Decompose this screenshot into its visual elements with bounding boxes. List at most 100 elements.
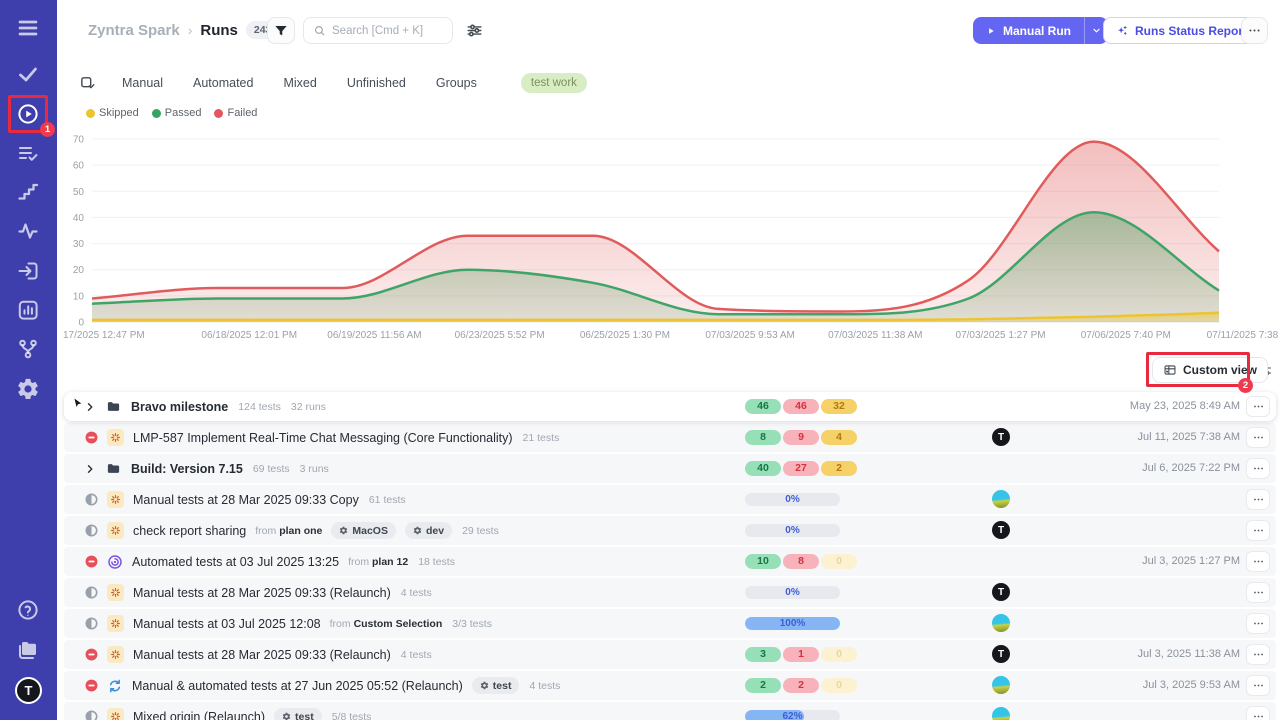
row-more-button[interactable] — [1246, 582, 1270, 603]
skipped-count-badge: 32 — [821, 399, 857, 414]
breadcrumb-project[interactable]: Zyntra Spark — [88, 21, 180, 39]
row-more-button[interactable] — [1246, 644, 1270, 665]
runs-status-report-button[interactable]: Runs Status Report — [1103, 17, 1260, 44]
sidebar-item-activity[interactable] — [16, 219, 40, 243]
run-source: from Custom Selection — [329, 617, 443, 630]
tab-unfinished[interactable]: Unfinished — [346, 76, 406, 90]
legend-item-skipped[interactable]: Skipped — [86, 107, 139, 119]
header-more-button[interactable] — [1241, 17, 1268, 44]
sidebar-item-imports[interactable] — [16, 259, 40, 283]
manual-run-icon — [107, 491, 124, 508]
row-more-button[interactable] — [1246, 520, 1270, 541]
run-name: LMP-587 Implement Real-Time Chat Messagi… — [133, 430, 513, 445]
x-axis-label: 07/03/2025 11:38 AM — [828, 330, 923, 341]
run-row[interactable]: Automated tests at 03 Jul 2025 13:25 from… — [64, 547, 1276, 576]
assignee-avatar[interactable]: T — [992, 645, 1010, 663]
row-more-button[interactable] — [1246, 427, 1270, 448]
gear-icon — [282, 712, 291, 720]
run-row[interactable]: check report sharing from plan one MacOS de… — [64, 516, 1276, 545]
run-meta: 21 tests — [522, 431, 560, 444]
sidebar-item-help[interactable] — [16, 598, 40, 622]
row-more-button[interactable] — [1246, 458, 1270, 479]
stopped-status-icon — [84, 554, 99, 569]
config-tag: dev — [404, 522, 453, 539]
row-more-button[interactable] — [1246, 396, 1270, 417]
legend-item-failed[interactable]: Failed — [214, 107, 257, 119]
assignee-avatar[interactable] — [992, 614, 1010, 632]
legend-item-passed[interactable]: Passed — [151, 107, 201, 119]
manual-run-dropdown[interactable] — [1084, 17, 1108, 44]
run-meta: 29 tests — [462, 524, 499, 537]
sidebar-item-plans[interactable] — [16, 141, 40, 165]
run-row[interactable]: Manual tests at 28 Mar 2025 09:33 (Relau… — [64, 578, 1276, 607]
tab-mixed[interactable]: Mixed — [283, 76, 317, 90]
progress-bar: 100% — [745, 617, 840, 630]
sidebar-item-reports[interactable] — [16, 298, 40, 322]
group-name: Bravo milestone — [131, 399, 229, 414]
progress-bar: 0% — [745, 524, 840, 537]
run-meta: 4 tests — [400, 586, 432, 599]
x-axis-label: 07/06/2025 7:40 PM — [1080, 330, 1171, 341]
run-row[interactable]: Manual tests at 28 Mar 2025 09:33 (Relau… — [64, 640, 1276, 669]
select-runs-icon[interactable] — [79, 75, 96, 92]
group-row[interactable]: Build: Version 7.15 69 tests 3 runs 40 27 2 Ju… — [64, 454, 1276, 483]
sidebar-item-runs[interactable] — [16, 102, 40, 126]
result-badges: 46 46 32 — [745, 399, 857, 414]
row-more-button[interactable] — [1246, 675, 1270, 696]
search-box[interactable] — [303, 17, 453, 44]
run-row[interactable]: Manual & automated tests at 27 Jun 2025 … — [64, 671, 1276, 700]
row-more-button[interactable] — [1246, 489, 1270, 510]
legend-dot — [214, 108, 224, 118]
assignee-avatar[interactable] — [992, 707, 1010, 720]
run-name: check report sharing — [133, 523, 247, 538]
run-row[interactable]: Mixed origin (Relaunch) test 5/8 tests 62% — [64, 702, 1276, 720]
in-progress-status-icon — [84, 616, 99, 631]
assignee-avatar[interactable]: T — [992, 521, 1010, 539]
run-meta: 18 tests — [418, 555, 455, 568]
row-more-button[interactable] — [1246, 706, 1270, 720]
annotation-badge-1: 1 — [40, 122, 55, 137]
sidebar-item-milestones[interactable] — [16, 180, 40, 204]
assignee-avatar[interactable]: T — [992, 428, 1010, 446]
run-meta: 4 tests — [529, 679, 561, 692]
custom-view-button[interactable]: Custom view — [1152, 357, 1269, 383]
run-row[interactable]: Manual tests at 28 Mar 2025 09:33 Copy 61… — [64, 485, 1276, 514]
environment-badge[interactable]: test work — [520, 73, 587, 93]
expand-chevron-icon[interactable] — [84, 401, 96, 413]
manual-run-button[interactable]: Manual Run — [973, 17, 1108, 44]
tab-automated[interactable]: Automated — [193, 76, 254, 90]
assignee-avatar[interactable]: T — [992, 583, 1010, 601]
menu-icon — [16, 16, 40, 40]
workspace-avatar[interactable]: T — [15, 677, 42, 704]
group-row[interactable]: Bravo milestone 124 tests 32 runs 46 46 32 May… — [64, 392, 1276, 421]
failed-count-badge: 2 — [783, 678, 819, 693]
sidebar-item-settings[interactable] — [16, 377, 40, 401]
row-more-button[interactable] — [1246, 551, 1270, 572]
sidebar-item-tests[interactable] — [16, 62, 40, 86]
svg-text:60: 60 — [73, 161, 85, 172]
passed-count-badge: 3 — [745, 647, 781, 662]
ellipsis-icon — [1247, 23, 1262, 38]
sidebar-item-projects[interactable] — [16, 638, 40, 662]
failed-count-badge: 27 — [783, 461, 819, 476]
expand-chevron-icon[interactable] — [84, 463, 96, 475]
filter-button[interactable] — [267, 17, 295, 44]
tab-manual[interactable]: Manual — [122, 76, 163, 90]
search-input[interactable] — [332, 24, 443, 37]
tab-groups[interactable]: Groups — [435, 76, 477, 90]
sidebar-item-menu[interactable] — [16, 16, 40, 40]
assignee-avatar[interactable] — [992, 490, 1010, 508]
progress-label: 0% — [785, 525, 800, 536]
run-row[interactable]: LMP-587 Implement Real-Time Chat Messagi… — [64, 423, 1276, 452]
row-more-button[interactable] — [1246, 613, 1270, 634]
run-row[interactable]: Manual tests at 03 Jul 2025 12:08 from Cu… — [64, 609, 1276, 638]
sidebar-item-integrations[interactable] — [16, 337, 40, 361]
run-date: Jul 6, 2025 7:22 PM — [1142, 462, 1240, 474]
steps-icon — [16, 180, 40, 204]
run-meta: 3/3 tests — [452, 617, 492, 630]
assignee-avatar[interactable] — [992, 676, 1010, 694]
passed-count-badge: 46 — [745, 399, 781, 414]
progress-label: 100% — [779, 618, 806, 629]
search-settings-icon[interactable] — [465, 21, 484, 40]
